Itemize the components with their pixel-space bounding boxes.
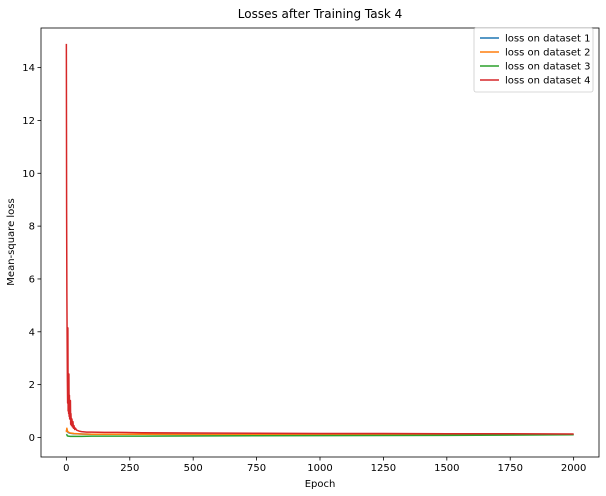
ticks-layer: 0 250 500 750 1000 1250 1500 1750 2000 0 2 4 6 8 10 12 1… bbox=[22, 63, 586, 474]
y-axis-label: Mean-square loss bbox=[6, 198, 17, 285]
series-line-dataset-3 bbox=[65, 433, 574, 438]
legend-label-dataset-1: loss on dataset 1 bbox=[505, 34, 590, 45]
x-tick-label: 1000 bbox=[307, 463, 332, 474]
y-tick-label: 0 bbox=[29, 433, 35, 444]
chart-title: Losses after Training Task 4 bbox=[238, 7, 402, 21]
x-tick-label: 500 bbox=[184, 463, 203, 474]
y-tick-label: 8 bbox=[29, 222, 35, 233]
legend-label-dataset-2: loss on dataset 2 bbox=[505, 48, 590, 59]
y-tick-label: 10 bbox=[22, 169, 35, 180]
x-tick-label: 250 bbox=[120, 463, 139, 474]
y-tick-label: 12 bbox=[22, 116, 35, 127]
x-tick-label: 0 bbox=[63, 463, 69, 474]
x-tick-label: 750 bbox=[247, 463, 266, 474]
series-line-dataset-2 bbox=[65, 427, 574, 436]
x-tick-label: 1500 bbox=[434, 463, 459, 474]
x-tick-label: 2000 bbox=[561, 463, 586, 474]
legend-label-dataset-4: loss on dataset 4 bbox=[505, 76, 590, 87]
series-line-dataset-4 bbox=[65, 43, 574, 435]
y-tick-label: 14 bbox=[22, 63, 35, 74]
legend: loss on dataset 1 loss on dataset 2 loss o… bbox=[473, 27, 594, 93]
y-tick-label: 6 bbox=[29, 274, 35, 285]
y-tick-label: 2 bbox=[29, 380, 35, 391]
x-axis-label: Epoch bbox=[305, 479, 336, 490]
x-tick-label: 1750 bbox=[498, 463, 523, 474]
x-tick-label: 1250 bbox=[371, 463, 396, 474]
legend-label-dataset-3: loss on dataset 3 bbox=[505, 62, 590, 73]
series-layer bbox=[65, 43, 574, 438]
y-tick-label: 4 bbox=[29, 327, 35, 338]
legend-box bbox=[473, 27, 594, 93]
